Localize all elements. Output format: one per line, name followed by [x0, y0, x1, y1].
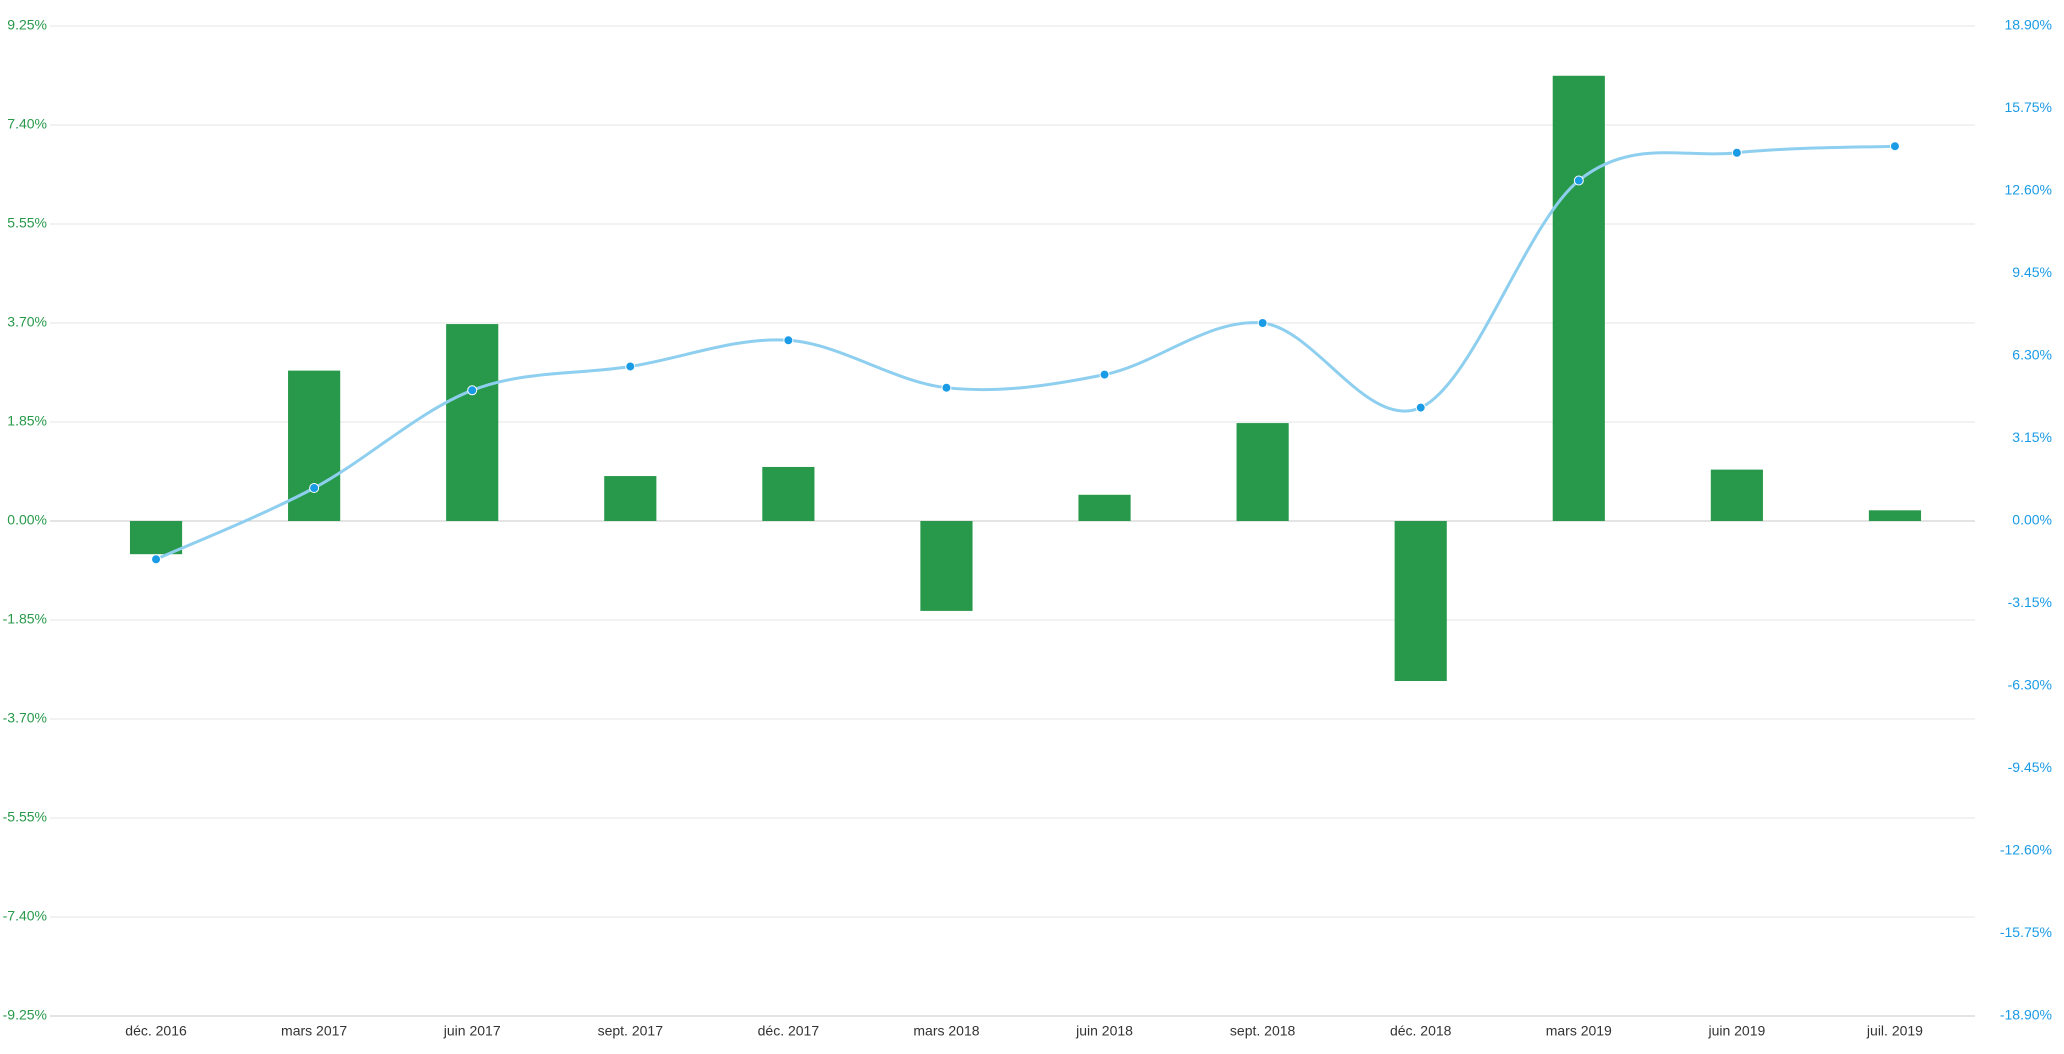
line-point — [1099, 369, 1110, 380]
y2-tick-label: -15.75% — [2000, 924, 2052, 940]
line-point — [1257, 318, 1268, 328]
y-tick-label: 5.55% — [7, 215, 47, 231]
y2-tick-label: -12.60% — [2000, 842, 2052, 858]
y-tick-label: -1.85% — [3, 611, 47, 627]
line — [155, 144, 1896, 561]
bar — [1868, 510, 1922, 521]
bar — [1710, 469, 1763, 521]
y-tick-label: -5.55% — [3, 809, 47, 825]
line-point — [1573, 175, 1584, 186]
y2-tick-label: -6.30% — [2008, 677, 2052, 693]
x-tick-label: sept. 2017 — [598, 1023, 664, 1039]
y-tick-label: 3.70% — [7, 314, 47, 330]
line-point — [1889, 141, 1900, 152]
y2-tick-label: 6.30% — [2012, 347, 2052, 363]
line-point — [309, 483, 320, 493]
y2-tick-label: -18.90% — [2000, 1007, 2052, 1023]
bar — [1552, 75, 1605, 521]
bar — [1394, 521, 1447, 682]
bar — [446, 324, 499, 521]
x-tick-label: juin 2018 — [1075, 1023, 1133, 1039]
x-tick-label: mars 2017 — [281, 1023, 347, 1039]
x-tick-label: mars 2018 — [913, 1023, 979, 1039]
bar — [1078, 494, 1131, 521]
y-tick-label: 0.00% — [7, 512, 47, 528]
bar — [920, 521, 973, 611]
y-tick-label: -7.40% — [3, 908, 47, 924]
y-tick-label: -3.70% — [3, 710, 47, 726]
y-tick-label: -9.25% — [3, 1007, 47, 1023]
bar — [129, 521, 183, 555]
y2-tick-label: 18.90% — [2005, 17, 2052, 33]
y-tick-label: 1.85% — [7, 413, 47, 429]
line-point — [1415, 402, 1426, 413]
x-tick-label: juin 2019 — [1707, 1023, 1765, 1039]
y-tick-label: 7.40% — [7, 116, 47, 132]
line-point — [467, 385, 478, 396]
y2-tick-label: -3.15% — [2008, 594, 2052, 610]
line-point — [783, 335, 794, 346]
line-point — [1731, 147, 1742, 158]
x-tick-label: déc. 2018 — [1390, 1023, 1452, 1039]
x-tick-label: déc. 2017 — [758, 1023, 820, 1039]
y2-tick-label: 3.15% — [2012, 429, 2052, 445]
y2-tick-label: -9.45% — [2008, 759, 2052, 775]
x-tick-label: juin 2017 — [443, 1023, 501, 1039]
y2-tick-label: 12.60% — [2005, 182, 2052, 198]
x-tick-label: juil. 2019 — [1866, 1023, 1923, 1039]
bar — [604, 476, 657, 521]
bar — [762, 466, 815, 521]
y2-tick-label: 9.45% — [2012, 264, 2052, 280]
x-tick-label: sept. 2018 — [1230, 1023, 1296, 1039]
y2-tick-label: 15.75% — [2005, 99, 2052, 115]
line-point — [625, 361, 636, 372]
x-tick-label: déc. 2016 — [125, 1023, 187, 1039]
x-tick-label: mars 2019 — [1546, 1023, 1612, 1039]
y-tick-label: 9.25% — [7, 17, 47, 33]
line-point — [151, 554, 162, 565]
line-point — [941, 382, 952, 393]
y2-tick-label: 0.00% — [2012, 512, 2052, 528]
bar — [1236, 423, 1289, 521]
